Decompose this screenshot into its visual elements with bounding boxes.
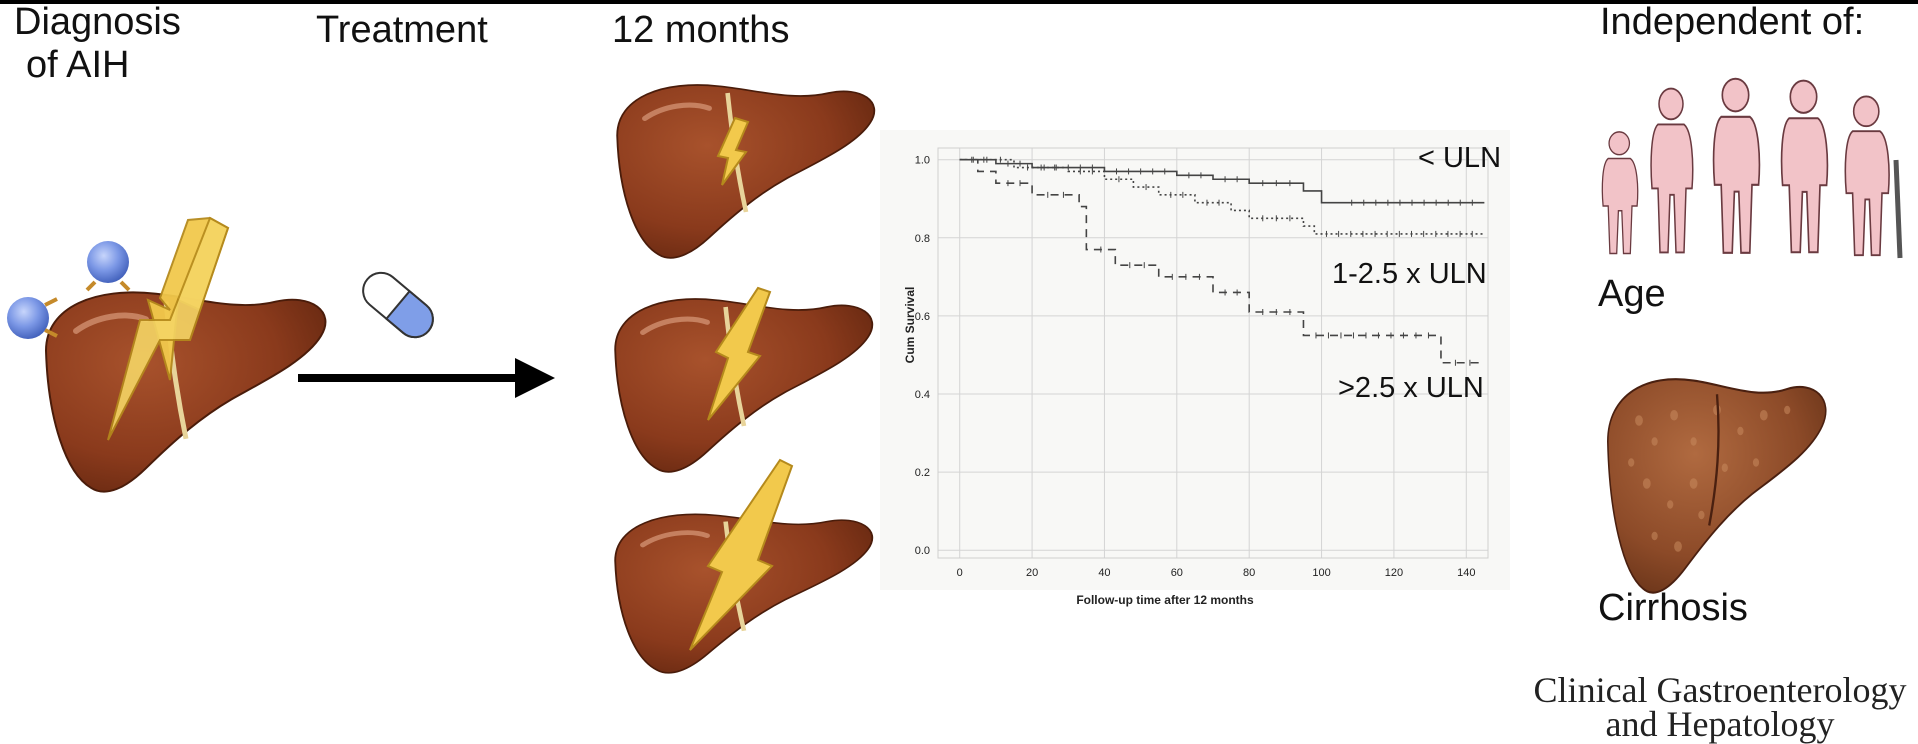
survival-curve-1 bbox=[959, 158, 1485, 235]
top-border bbox=[0, 0, 1918, 4]
cane-icon bbox=[1893, 159, 1903, 259]
diagnosis-label-line2: of AIH bbox=[26, 44, 130, 86]
liver-12m-top bbox=[617, 85, 874, 258]
immune-cell-icon bbox=[85, 241, 131, 292]
independent-of-label: Independent of: bbox=[1600, 1, 1865, 43]
x-tick-label: 80 bbox=[1243, 567, 1255, 579]
plot-frame bbox=[937, 147, 1489, 559]
cirrhosis-label: Cirrhosis bbox=[1598, 587, 1748, 629]
cirrhotic-liver-illustration bbox=[1607, 378, 1827, 594]
chart-axes: 0 20 40 60 80 100 120 140 0.0 0.2 0.4 0.6 0.8 1.0 bbox=[915, 147, 1489, 579]
elderly-figure-icon bbox=[1844, 95, 1890, 257]
age-label: Age bbox=[1598, 273, 1666, 315]
y-axis-title: Cum Survival bbox=[903, 287, 917, 364]
x-axis-title: Follow-up time after 12 months bbox=[1076, 593, 1254, 607]
middle-aged-figure-icon bbox=[1780, 79, 1829, 254]
survival-chart: 0 20 40 60 80 100 120 140 0.0 0.2 0.4 0.6 0.8 1.0 Cum… bbox=[880, 130, 1510, 607]
x-tick-label: 20 bbox=[1026, 567, 1038, 579]
capsule-icon bbox=[362, 271, 434, 339]
survival-curve-2 bbox=[959, 158, 1485, 364]
chart-series bbox=[959, 156, 1485, 366]
x-tick-label: 0 bbox=[957, 567, 963, 579]
journal-title-line2: and Hepatology bbox=[1605, 704, 1835, 744]
lightning-bolt-icon bbox=[707, 286, 772, 421]
lightning-bolt-icon bbox=[689, 458, 794, 651]
y-tick-label: 0.2 bbox=[915, 467, 930, 479]
chart-background bbox=[880, 130, 1510, 590]
x-tick-label: 60 bbox=[1171, 567, 1183, 579]
x-tick-label: 140 bbox=[1457, 567, 1475, 579]
series-label-lt-uln: < ULN bbox=[1418, 142, 1502, 174]
survival-curve-0 bbox=[959, 158, 1485, 204]
series-label-1-2-5-uln: 1-2.5 x ULN bbox=[1332, 258, 1487, 290]
x-tick-label: 120 bbox=[1385, 567, 1403, 579]
y-tick-label: 0.4 bbox=[915, 389, 930, 401]
y-tick-label: 1.0 bbox=[915, 155, 930, 167]
lightning-bolt-icon bbox=[716, 116, 750, 186]
y-tick-label: 0.8 bbox=[915, 233, 930, 245]
child-figure-icon bbox=[1601, 131, 1639, 255]
arrow-head-icon bbox=[515, 358, 555, 398]
months-label: 12 months bbox=[612, 9, 790, 51]
x-tick-label: 100 bbox=[1312, 567, 1330, 579]
series-label-gt-2-5-uln: >2.5 x ULN bbox=[1338, 372, 1484, 404]
immune-cell-icon bbox=[7, 297, 58, 339]
treatment-label: Treatment bbox=[316, 9, 488, 51]
adult-figure-icon bbox=[1712, 77, 1761, 254]
y-tick-label: 0.0 bbox=[915, 545, 930, 557]
y-tick-label: 0.6 bbox=[915, 311, 930, 323]
x-tick-label: 40 bbox=[1098, 567, 1110, 579]
journal-title-line1: Clinical Gastroenterology bbox=[1533, 670, 1907, 710]
diagnosis-label-line1: Diagnosis bbox=[14, 1, 181, 43]
teen-figure-icon bbox=[1650, 87, 1694, 254]
